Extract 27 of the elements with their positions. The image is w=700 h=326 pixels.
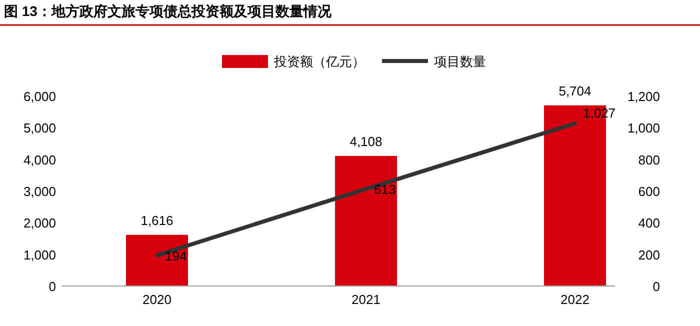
data-label: 4,108	[350, 134, 382, 149]
y2-tick-label: 600	[638, 184, 660, 199]
x-tick-label: 2022	[560, 292, 590, 307]
legend-label: 投资额（亿元）	[273, 54, 365, 69]
legend-label: 项目数量	[434, 54, 486, 69]
data-label: 194	[165, 248, 187, 264]
data-label: 1,616	[140, 212, 174, 228]
y-tick-label: 6,000	[23, 89, 56, 104]
y-tick-label: 5,000	[23, 120, 56, 136]
y-tick-label: 0	[48, 279, 56, 294]
chart-title: 图 13：地方政府文旅专项债总投资额及项目数量情况	[4, 3, 332, 19]
y-tick-label: 3,000	[23, 184, 56, 199]
y-tick-label: 4,000	[23, 152, 56, 168]
y2-tick-label: 1,200	[627, 89, 660, 104]
y-tick-label: 1,000	[23, 247, 56, 262]
y2-tick-label: 0	[652, 279, 660, 294]
y2-tick-label: 800	[638, 152, 660, 168]
y2-tick-label: 200	[638, 247, 660, 262]
bar	[335, 156, 397, 286]
x-tick-label: 2020	[142, 292, 172, 307]
x-tick-label: 2021	[352, 292, 380, 307]
y2-tick-label: 1,000	[627, 120, 660, 136]
data-label: 5,704	[558, 83, 592, 98]
y2-tick-label: 400	[638, 216, 660, 231]
y-tick-label: 2,000	[23, 216, 56, 231]
data-label: 613	[374, 182, 396, 197]
bar	[126, 234, 188, 286]
